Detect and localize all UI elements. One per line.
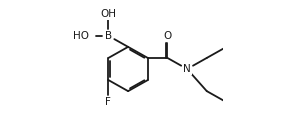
Text: N: N [183, 64, 191, 74]
Text: OH: OH [100, 9, 117, 19]
Text: O: O [163, 31, 172, 41]
Text: HO: HO [73, 31, 89, 41]
Text: F: F [105, 97, 111, 107]
Text: B: B [105, 31, 112, 41]
